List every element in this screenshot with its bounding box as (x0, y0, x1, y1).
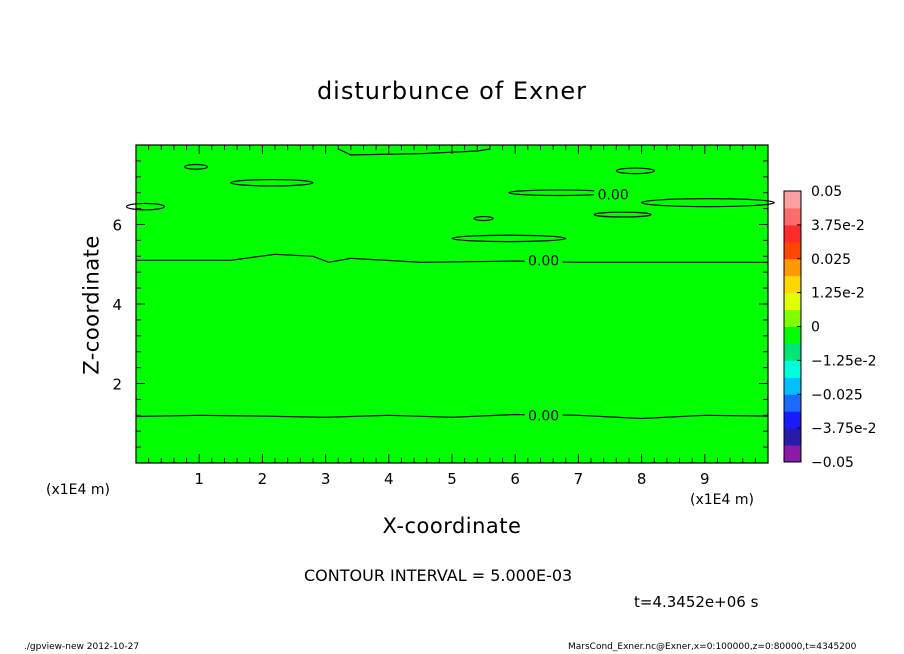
plot-area: 0.00 0.00 0.00 1 2 3 4 5 6 7 8 9 2 4 6 (112, 144, 775, 488)
colorbar-tick-label: 0 (811, 320, 820, 336)
y-axis-label: Z-coordinate (79, 235, 104, 375)
colorbar-swatch (784, 377, 801, 395)
x-tick-label: 3 (321, 470, 331, 488)
contour-blob-5 (615, 167, 655, 175)
colorbar-swatch (784, 292, 801, 311)
colorbar-swatch (784, 224, 801, 243)
x-tick-label: 9 (700, 470, 710, 488)
y-tick-label: 2 (112, 376, 122, 394)
colorbar-tick-label: 3.75e-2 (811, 218, 865, 234)
colorbar-swatch (784, 241, 801, 260)
contour-label: 0.00 (598, 188, 629, 204)
contour-blob-7 (593, 211, 652, 218)
x-tick-label: 4 (384, 470, 394, 488)
x-tick-label: 5 (447, 470, 457, 488)
x-tick-label: 8 (637, 470, 647, 488)
contour-label-bg (594, 186, 633, 203)
colorbar-tick-label: −0.05 (811, 455, 854, 471)
y-tick-label: 4 (112, 296, 122, 314)
x-tick-label: 7 (574, 470, 584, 488)
colorbar-swatch (784, 326, 801, 344)
x-unit-label-left: (x1E4 m) (46, 482, 110, 498)
heatmap-field (136, 145, 768, 463)
colorbar-swatch (784, 445, 801, 463)
contour-label-bg (524, 407, 563, 424)
colorbar-swatch (784, 394, 801, 412)
y-tick-label: 6 (112, 217, 122, 235)
middle-contour (136, 253, 768, 263)
chart-title: disturbunce of Exner (316, 77, 588, 105)
colorbar-swatch (784, 207, 801, 226)
colorbar-tick-label: 1.25e-2 (811, 286, 865, 302)
colorbar-swatch (784, 343, 801, 361)
contour-blob-3 (125, 202, 166, 211)
colorbar-tick-label: 0.05 (811, 184, 842, 200)
top-contour (337, 148, 490, 156)
colorbar-tick-label: −3.75e-2 (811, 421, 876, 437)
contour-blob-1 (184, 163, 209, 170)
contour-label-bg (524, 252, 563, 269)
contour-blob-2 (230, 178, 314, 187)
time-label: t=4.3452e+06 s (634, 593, 759, 611)
contour-label: 0.00 (528, 253, 559, 269)
lower-contour (135, 413, 769, 420)
colorbar-tick-label: −0.025 (811, 387, 863, 403)
colorbar-tick-label: 0.025 (811, 252, 851, 268)
colorbar-swatch (784, 428, 801, 446)
contour-label: 0.00 (528, 408, 559, 424)
footer-left: ./gpview-new 2012-10-27 (24, 642, 140, 652)
colorbar-swatch (784, 411, 801, 429)
x-axis-label: X-coordinate (382, 514, 522, 538)
colorbar-tick-label: −1.25e-2 (811, 353, 876, 369)
x-tick-label: 1 (194, 470, 204, 488)
contour-blob-8 (473, 215, 494, 222)
colorbar-swatch (784, 191, 801, 209)
x-unit-label-right: (x1E4 m) (690, 492, 754, 508)
x-tick-label: 2 (258, 470, 268, 488)
colorbar-swatch (784, 309, 801, 327)
colorbar-swatch (784, 360, 801, 378)
contour-blob-6 (641, 198, 775, 208)
contour-interval-label: CONTOUR INTERVAL = 5.000E-03 (304, 566, 573, 585)
colorbar-swatch (784, 275, 801, 294)
colorbar: 0.05 3.75e-2 0.025 1.25e-2 0 −1.25e-2 −0.025 −3… (783, 184, 876, 471)
footer-right: MarsCond_Exner.nc@Exner,x=0:100000,z=0:8… (568, 642, 857, 652)
x-tick-label: 6 (510, 470, 520, 488)
contour-blob-9 (451, 234, 567, 243)
colorbar-swatch (784, 258, 801, 277)
